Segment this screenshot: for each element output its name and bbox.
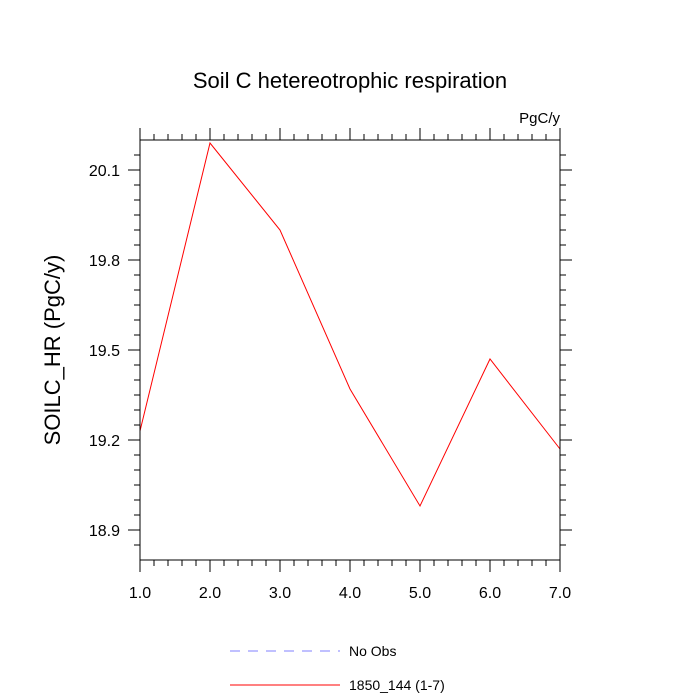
- x-tick-label: 1.0: [129, 585, 151, 602]
- units-label: PgC/y: [519, 110, 560, 127]
- y-tick-label: 18.9: [89, 523, 120, 540]
- x-tick-label: 7.0: [549, 585, 571, 602]
- axis-ticks: [128, 128, 572, 572]
- x-tick-label: 5.0: [409, 585, 431, 602]
- series-line: [139, 141, 561, 508]
- y-tick-label: 19.5: [89, 343, 120, 360]
- tick-labels: 18.9 19.2 19.5 19.8 20.1 1.0 2.0 3.0 4.0 5.0 6.0 7.…: [89, 163, 571, 602]
- legend-label: 1850_144 (1-7): [349, 677, 445, 693]
- y-tick-label: 19.8: [89, 253, 120, 270]
- legend: No Obs 1850_144 (1-7): [230, 643, 445, 693]
- chart-title: Soil C hetereotrophic respiration: [193, 68, 507, 93]
- x-tick-label: 4.0: [339, 585, 361, 602]
- y-tick-label: 20.1: [89, 163, 120, 180]
- series-group: [139, 141, 561, 508]
- x-tick-label: 6.0: [479, 585, 501, 602]
- legend-label: No Obs: [349, 643, 396, 659]
- plot-frame: [139, 139, 561, 561]
- x-tick-label: 3.0: [269, 585, 291, 602]
- x-tick-label: 2.0: [199, 585, 221, 602]
- y-axis-label: SOILC_HR (PgC/y): [40, 255, 65, 446]
- y-tick-label: 19.2: [89, 433, 120, 450]
